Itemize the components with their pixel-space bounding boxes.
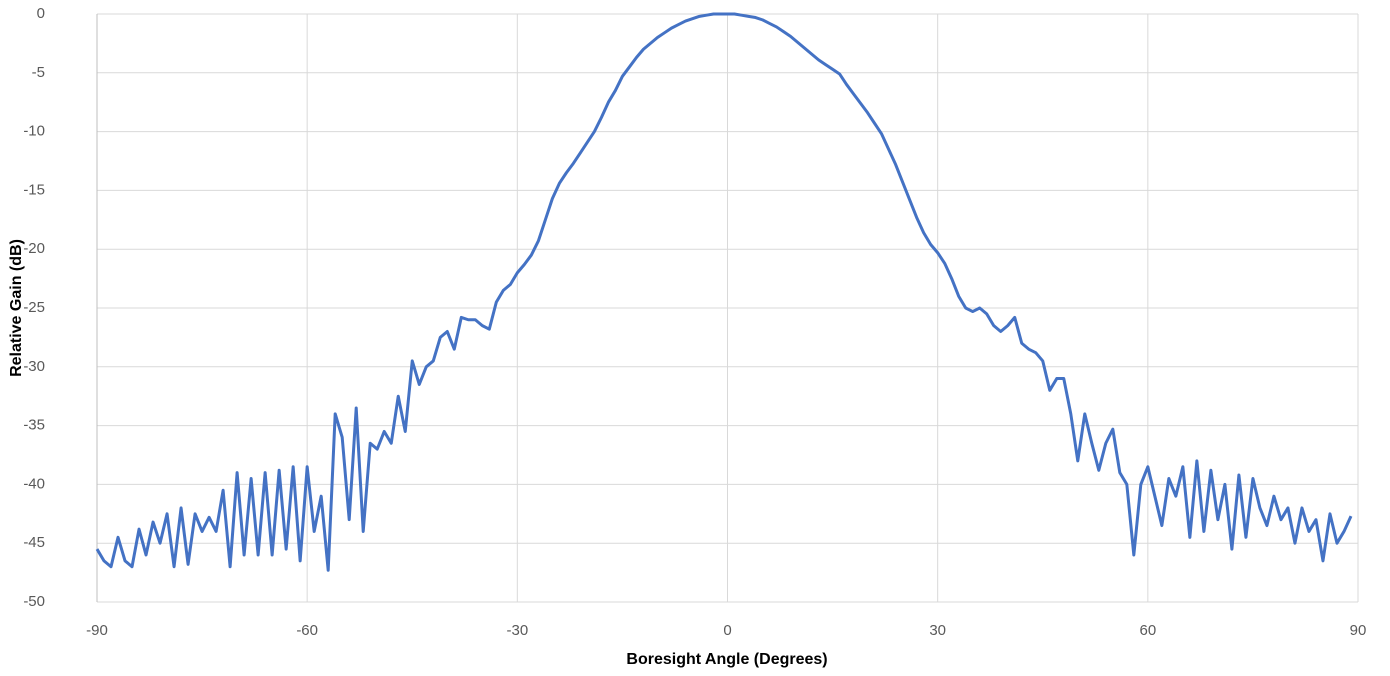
x-tick-label: 0 <box>723 622 731 639</box>
y-tick-label: -15 <box>23 181 45 198</box>
x-tick-label: -30 <box>506 622 528 639</box>
y-tick-label: -25 <box>23 299 45 316</box>
y-tick-label: -10 <box>23 123 45 140</box>
y-tick-label: -50 <box>23 593 45 610</box>
x-tick-label: 60 <box>1139 622 1156 639</box>
y-tick-label: -30 <box>23 358 45 375</box>
y-tick-label: 0 <box>37 5 45 22</box>
x-axis-label: Boresight Angle (Degrees) <box>626 651 827 668</box>
x-tick-label: -90 <box>86 622 108 639</box>
y-tick-label: -20 <box>23 240 45 257</box>
y-tick-label: -5 <box>32 64 45 81</box>
y-tick-label: -40 <box>23 475 45 492</box>
y-tick-label: -45 <box>23 534 45 551</box>
y-axis-label: Relative Gain (dB) <box>8 239 25 377</box>
x-tick-label: 90 <box>1350 622 1367 639</box>
x-tick-label: 30 <box>929 622 946 639</box>
line-series <box>95 12 1353 572</box>
y-tick-label: -35 <box>23 417 45 434</box>
x-tick-label: -60 <box>296 622 318 639</box>
